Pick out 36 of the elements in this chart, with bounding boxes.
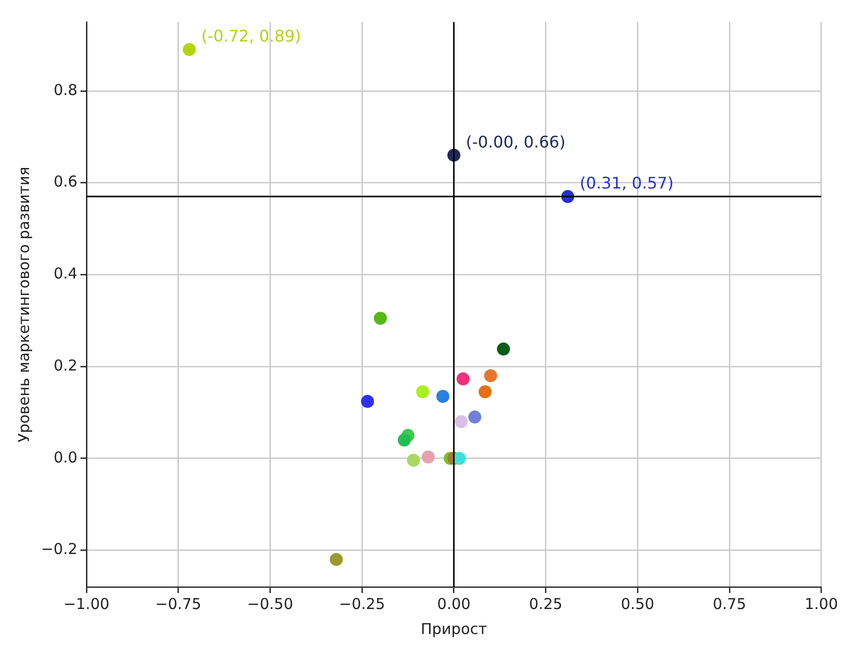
x-tick-label: −0.50: [247, 594, 294, 613]
annotation: (-0.72, 0.89): [201, 26, 301, 46]
point: [406, 454, 420, 467]
x-tick-label: 1.00: [804, 594, 838, 613]
x-tick-label: 0.75: [712, 594, 746, 613]
y-tick-label: 0.0: [54, 448, 78, 466]
x-axis-title: Прирост: [420, 620, 488, 638]
point: [468, 410, 482, 424]
point: [496, 342, 510, 356]
point: [456, 372, 470, 386]
annotation: (-0.00, 0.66): [466, 132, 566, 152]
y-axis-title: Уровень маркетингового развития: [14, 166, 33, 442]
x-tick-label: 0.25: [529, 594, 562, 613]
y-tick-label: −0.2: [40, 540, 78, 558]
point: [484, 369, 498, 382]
point: [452, 452, 466, 465]
x-tick-label: −0.25: [339, 594, 385, 613]
point: [182, 43, 196, 56]
x-tick-label: 0.00: [437, 594, 471, 613]
y-tick-label: 0.2: [54, 356, 78, 374]
y-tick-label: 0.6: [54, 172, 78, 191]
y-tick-label: 0.8: [54, 80, 78, 99]
point: [454, 415, 468, 428]
x-tick-label: −1.00: [63, 594, 110, 613]
point: [330, 552, 343, 566]
point: [422, 450, 435, 464]
point: [436, 390, 450, 403]
point: [374, 312, 387, 325]
point: [361, 394, 374, 408]
annotation: (0.31, 0.57): [580, 174, 674, 193]
point: [416, 385, 430, 398]
point: [398, 434, 411, 447]
x-tick-label: −0.75: [155, 594, 202, 613]
x-tick-label: 0.50: [620, 594, 654, 613]
y-tick-label: 0.4: [54, 264, 78, 283]
point: [478, 385, 492, 398]
